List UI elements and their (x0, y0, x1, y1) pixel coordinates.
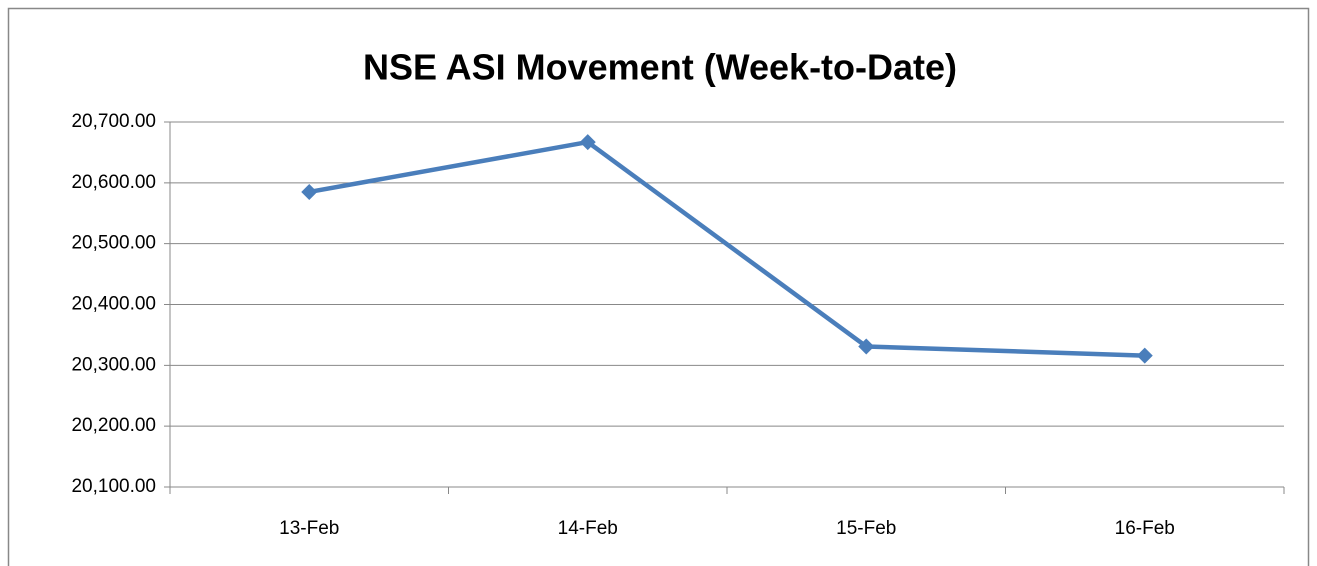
data-line (308, 139, 1145, 358)
y-tick-label: 20,500.00 (71, 233, 156, 254)
y-tick-label: 20,600.00 (71, 172, 156, 193)
x-tick-label: 16-Feb (1115, 518, 1175, 539)
chart-title: NSE ASI Movement (Week-to-Date) (363, 47, 957, 88)
y-tick-label: 20,400.00 (71, 294, 156, 315)
y-tick-label: 20,300.00 (71, 354, 156, 375)
data-marker (579, 134, 596, 151)
x-tick-label: 15-Feb (836, 518, 896, 539)
y-tick-label: 20,100.00 (71, 476, 156, 497)
x-tick-label: 13-Feb (279, 518, 339, 539)
y-tick-label: 20,700.00 (71, 111, 156, 132)
x-tick-label: 14-Feb (558, 518, 618, 539)
data-marker (301, 183, 318, 200)
y-tick-label: 20,200.00 (71, 415, 156, 436)
data-marker (858, 338, 875, 355)
chart-border (7, 7, 1310, 566)
data-marker (1136, 347, 1153, 364)
